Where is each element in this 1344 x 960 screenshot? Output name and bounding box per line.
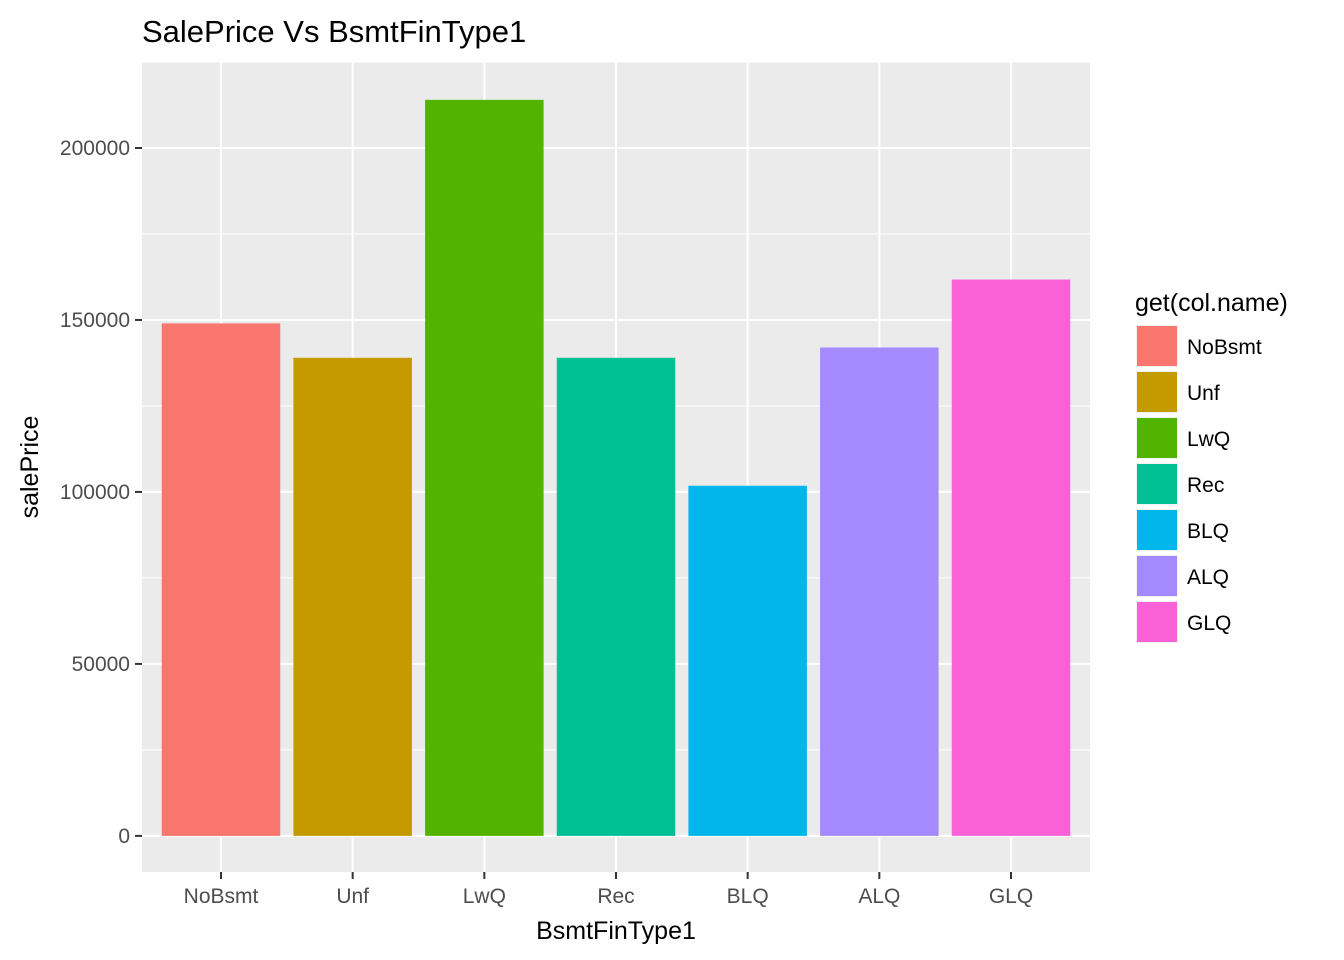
x-tick-label: NoBsmt [184,885,259,908]
legend-label: Rec [1187,474,1224,497]
x-tick-label: Rec [597,885,634,908]
legend-swatch-unf [1137,372,1177,412]
y-tick-label: 100000 [60,481,130,504]
x-axis-title: BsmtFinType1 [536,917,696,945]
legend-swatch-rec [1137,464,1177,504]
legend-label: BLQ [1187,520,1229,543]
x-tick-label: ALQ [858,885,900,908]
x-tick-label: GLQ [989,885,1033,908]
bar-nobsmt [161,323,281,836]
y-axis: 0 50000 100000 150000 200000 [60,137,142,848]
legend-swatch-lwq [1137,418,1177,458]
legend-label: ALQ [1187,566,1229,589]
legend-label: GLQ [1187,612,1231,635]
bar-rec [556,357,676,836]
y-tick-label: 150000 [60,309,130,332]
legend-swatch-glq [1137,602,1177,642]
bar-alq [820,347,939,836]
x-axis: NoBsmt Unf LwQ Rec BLQ ALQ GLQ [184,872,1033,908]
legend-title: get(col.name) [1135,289,1288,317]
legend-swatch-nobsmt [1137,326,1177,366]
x-tick-label: LwQ [463,885,506,908]
x-tick-label: BLQ [727,885,769,908]
legend: get(col.name) NoBsmt Unf LwQ Rec BLQ ALQ GLQ [1135,289,1288,643]
bar-unf [293,357,412,836]
bar-lwq [425,99,544,836]
y-tick-label: 0 [118,825,130,848]
legend-swatch-alq [1137,556,1177,596]
legend-label: NoBsmt [1187,336,1262,359]
bar-blq [688,485,807,836]
chart-title: SalePrice Vs BsmtFinType1 [142,14,526,49]
legend-label: LwQ [1187,428,1230,451]
y-tick-label: 50000 [72,653,130,676]
legend-label: Unf [1187,382,1220,405]
bars [161,99,1071,836]
bar-glq [951,279,1071,836]
y-axis-title: salePrice [16,416,44,519]
legend-swatch-blq [1137,510,1177,550]
x-tick-label: Unf [336,885,369,908]
y-tick-label: 200000 [60,137,130,160]
